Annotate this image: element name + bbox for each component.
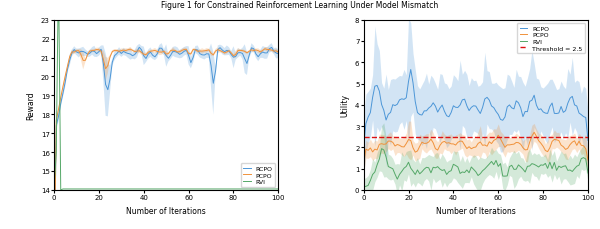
PCPO [494, 134, 502, 137]
PCPO [463, 147, 470, 150]
RVI [275, 188, 282, 191]
PCPO [66, 56, 73, 59]
X-axis label: Number of Iterations: Number of Iterations [127, 206, 206, 215]
Threshold = 2.5 [360, 136, 367, 139]
RVI [530, 163, 538, 166]
RCPO [66, 60, 73, 62]
PCPO [218, 51, 226, 54]
PCPO [376, 143, 383, 146]
RCPO [221, 51, 228, 54]
RCPO [418, 114, 425, 117]
RVI [360, 186, 367, 189]
Line: RVI: RVI [54, 0, 278, 190]
PCPO [360, 163, 367, 166]
Legend: RCPO, PCPO, RVI: RCPO, PCPO, RVI [241, 164, 275, 187]
RCPO [156, 48, 163, 50]
Line: RCPO: RCPO [54, 48, 278, 229]
PCPO [208, 53, 215, 55]
RVI [221, 188, 228, 191]
RCPO [360, 145, 367, 148]
RVI [109, 188, 116, 191]
PCPO [154, 51, 161, 54]
Line: PCPO: PCPO [54, 49, 278, 229]
RVI [520, 168, 527, 171]
PCPO [584, 159, 592, 162]
Line: RCPO: RCPO [364, 70, 588, 147]
RVI [497, 163, 504, 165]
RCPO [520, 116, 527, 118]
RCPO [530, 94, 538, 97]
RVI [584, 172, 592, 175]
RCPO [210, 82, 217, 85]
PCPO [275, 52, 282, 54]
PCPO [517, 143, 524, 146]
RVI [156, 188, 163, 191]
Text: Figure 1 for Constrained Reinforcement Learning Under Model Mismatch: Figure 1 for Constrained Reinforcement L… [161, 1, 439, 10]
Y-axis label: Reward: Reward [26, 91, 35, 120]
Legend: RCPO, PCPO, RVI, Threshold = 2.5: RCPO, PCPO, RVI, Threshold = 2.5 [517, 24, 585, 54]
RVI [187, 188, 194, 191]
RCPO [136, 47, 143, 49]
RVI [50, 189, 58, 191]
Line: RVI: RVI [364, 149, 588, 187]
PCPO [262, 48, 269, 51]
RCPO [187, 62, 194, 65]
RVI [376, 158, 383, 161]
RVI [210, 188, 217, 191]
X-axis label: Number of Iterations: Number of Iterations [436, 206, 515, 215]
Y-axis label: Utility: Utility [340, 94, 349, 117]
RCPO [584, 139, 592, 142]
PCPO [185, 53, 192, 56]
RCPO [466, 110, 473, 112]
RVI [418, 171, 425, 173]
PCPO [416, 145, 424, 148]
RVI [68, 188, 76, 191]
RCPO [275, 53, 282, 56]
RCPO [106, 78, 113, 81]
PCPO [529, 135, 536, 138]
Line: PCPO: PCPO [364, 133, 588, 165]
Threshold = 2.5 [362, 136, 370, 139]
PCPO [530, 131, 538, 134]
RCPO [376, 90, 383, 93]
RCPO [497, 119, 504, 121]
RCPO [407, 69, 415, 71]
PCPO [106, 56, 113, 59]
RVI [378, 148, 385, 150]
RVI [466, 172, 473, 174]
